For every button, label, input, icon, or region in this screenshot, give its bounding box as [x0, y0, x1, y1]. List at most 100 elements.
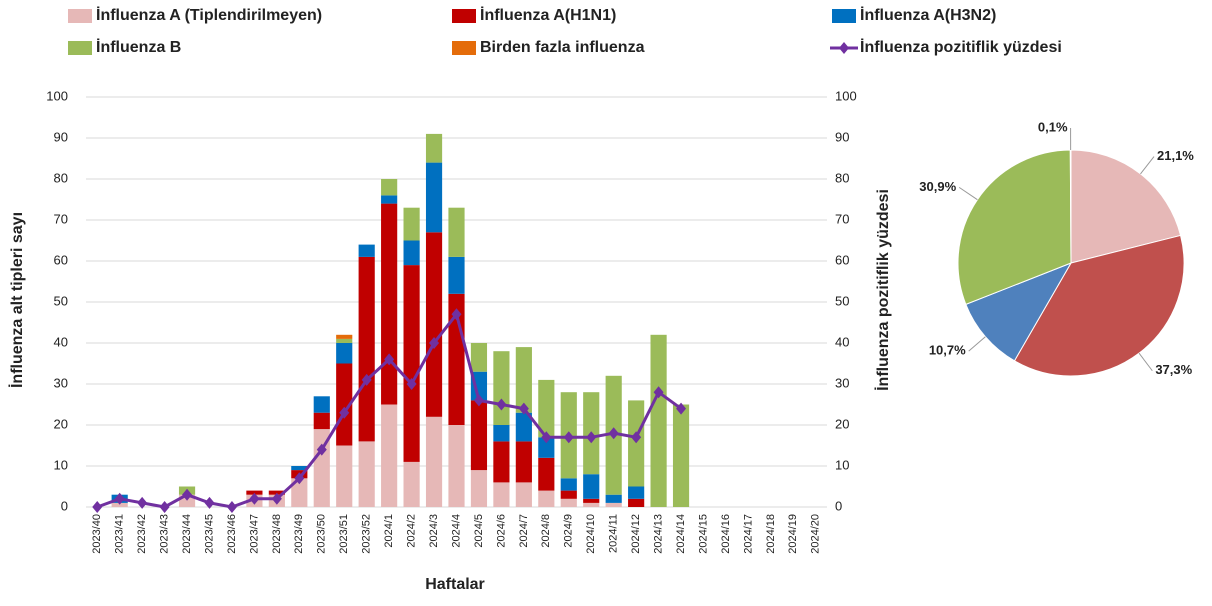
pie-label: 10,7%	[929, 343, 966, 358]
x-tick-label: 2024/5	[473, 514, 485, 548]
bar-segment	[359, 441, 375, 507]
bar-segment	[404, 241, 420, 266]
bar-segment	[516, 441, 532, 482]
bar-segment	[336, 343, 352, 364]
bar-segment	[493, 441, 509, 482]
x-tick-label: 2024/19	[787, 514, 799, 554]
legend-swatch	[452, 41, 476, 55]
y2-tick-label: 70	[835, 211, 849, 226]
legend-label: İnfluenza B	[96, 38, 181, 56]
x-tick-label: 2024/9	[563, 514, 575, 548]
bar-segment	[493, 351, 509, 425]
x-tick-label: 2023/49	[293, 514, 305, 554]
bar-segment	[359, 245, 375, 257]
bar-segment	[673, 405, 689, 508]
line-marker	[92, 501, 102, 513]
x-tick-label: 2024/7	[518, 514, 530, 548]
x-tick-label: 2023/51	[338, 514, 350, 554]
bar-segment	[381, 204, 397, 405]
bar-segment	[404, 265, 420, 462]
x-tick-label: 2024/20	[810, 514, 822, 554]
y-tick-label: 40	[54, 334, 68, 349]
legend-label: Birden fazla influenza	[480, 39, 645, 56]
legend-swatch	[452, 9, 476, 23]
x-tick-label: 2023/45	[203, 514, 215, 554]
bar-segment	[448, 257, 464, 294]
legend-label: İnfluenza A (Tiplendirilmeyen)	[96, 6, 322, 24]
x-tick-label: 2023/47	[248, 514, 260, 554]
y-tick-label: 20	[54, 416, 68, 431]
y-tick-label: 30	[54, 375, 68, 390]
bar-segment	[426, 232, 442, 416]
bar-segment	[583, 499, 599, 503]
x-tick-label: 2023/40	[91, 514, 103, 554]
x-tick-label: 2024/1	[383, 514, 395, 548]
x-tick-label: 2024/6	[495, 514, 507, 548]
x-tick-label: 2023/50	[316, 514, 328, 554]
x-tick-label: 2023/42	[136, 514, 148, 554]
leader-line	[1140, 157, 1154, 174]
bar-segment	[336, 335, 352, 339]
y-tick-label: 0	[61, 498, 68, 513]
bar-segment	[561, 478, 577, 490]
x-tick-label: 2024/3	[428, 514, 440, 548]
pie-label: 0,1%	[1038, 119, 1068, 134]
bar-segment	[493, 425, 509, 441]
bar-segment	[471, 470, 487, 507]
bar-segment	[606, 503, 622, 507]
bar-segment	[583, 474, 599, 499]
y-tick-label: 80	[54, 170, 68, 185]
bar-segment	[336, 339, 352, 343]
bar-segment	[583, 503, 599, 507]
line-marker	[160, 501, 170, 513]
bar-segment	[561, 491, 577, 499]
x-tick-label: 2024/15	[697, 514, 709, 554]
y2-tick-label: 80	[835, 170, 849, 185]
x-tick-label: 2023/48	[271, 514, 283, 554]
x-tick-label: 2024/2	[405, 514, 417, 548]
y2-tick-label: 100	[835, 88, 857, 103]
y-tick-label: 10	[54, 457, 68, 472]
x-tick-label: 2023/52	[361, 514, 373, 554]
y2-tick-label: 0	[835, 498, 842, 513]
pie-slice	[1070, 150, 1071, 263]
x-tick-label: 2024/8	[540, 514, 552, 548]
bar-segment	[628, 400, 644, 486]
x-tick-label: 2024/16	[720, 514, 732, 554]
x-tick-label: 2024/10	[585, 514, 597, 554]
y-tick-label: 60	[54, 252, 68, 267]
bar-segment	[516, 482, 532, 507]
bar-segment	[381, 195, 397, 203]
y-tick-label: 100	[46, 88, 68, 103]
legend-marker	[839, 42, 849, 54]
x-tick-label: 2024/11	[608, 514, 620, 553]
bar-segment	[628, 487, 644, 499]
bar-segment	[426, 417, 442, 507]
legend-swatch	[832, 9, 856, 23]
leader-line	[959, 187, 977, 199]
y-tick-label: 50	[54, 293, 68, 308]
legend-label: İnfluenza A(H1N1)	[480, 6, 616, 24]
y2-tick-label: 40	[835, 334, 849, 349]
x-tick-label: 2024/12	[630, 514, 642, 554]
bar-segment	[448, 208, 464, 257]
x-tick-label: 2024/14	[675, 514, 687, 554]
x-tick-label: 2024/4	[450, 514, 462, 548]
bar-segment	[381, 405, 397, 508]
bar-segment	[404, 462, 420, 507]
bar-segment	[561, 499, 577, 507]
bar-segment	[538, 491, 554, 507]
x-tick-label: 2024/13	[652, 514, 664, 554]
x-tick-label: 2023/41	[114, 514, 126, 554]
bar-segment	[426, 134, 442, 163]
pie-label: 21,1%	[1157, 148, 1194, 163]
bar-segment	[314, 396, 330, 412]
legend-label: İnfluenza A(H3N2)	[860, 6, 996, 24]
y2-tick-label: 10	[835, 457, 849, 472]
bar-segment	[538, 458, 554, 491]
x-tick-label: 2023/44	[181, 514, 193, 554]
y2-tick-label: 50	[835, 293, 849, 308]
bar-segment	[359, 257, 375, 442]
x-tick-label: 2023/43	[158, 514, 170, 554]
